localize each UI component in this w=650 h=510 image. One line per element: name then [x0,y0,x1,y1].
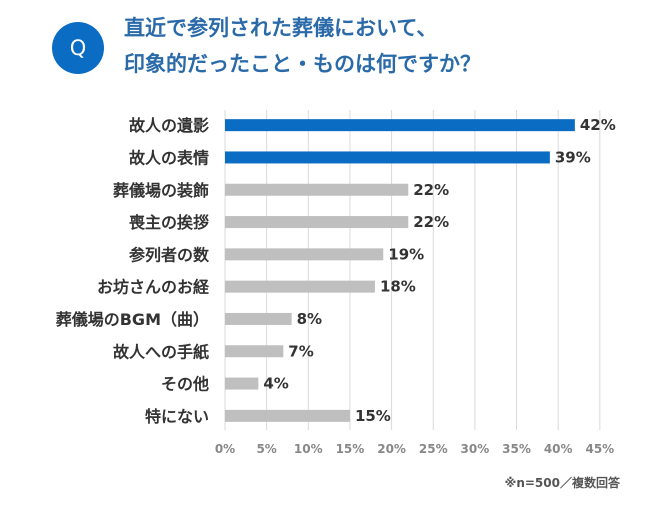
value-label: 22% [413,181,449,199]
x-tick-label: 40% [544,442,573,456]
chart-title: 直近で参列された葬儀において、 印象的だったこと・ものは何ですか？ [124,10,644,82]
bar [225,312,292,325]
value-label: 42% [580,116,616,134]
x-tick-label: 35% [502,442,531,456]
category-label: 特にない [145,407,209,426]
x-tick-label: 30% [461,442,490,456]
x-tick-label: 45% [585,442,614,456]
title-line-1: 直近で参列された葬儀において、 [124,16,438,40]
question-badge: Q [52,22,104,74]
x-tick-label: 20% [377,442,406,456]
category-label: 参列者の数 [129,245,210,264]
category-label: 喪主の挨拶 [129,213,209,232]
bar [225,409,350,422]
x-tick-label: 25% [419,442,448,456]
title-line-2: 印象的だったこと・ものは何ですか？ [124,52,481,76]
value-label: 4% [263,375,288,393]
value-label: 8% [297,310,322,328]
value-label: 7% [288,342,313,360]
bar [225,377,259,390]
x-tick-label: 0% [215,442,235,456]
category-label: その他 [161,375,209,394]
bar [225,216,409,229]
bar [225,183,409,196]
value-label: 22% [413,213,449,231]
value-label: 15% [355,407,391,425]
category-label: 葬儀場のBGM（曲） [56,310,209,329]
value-label: 18% [380,278,416,296]
bar [225,248,384,261]
bar [225,345,284,358]
category-label: 故人への手紙 [113,342,209,361]
category-label: 故人の遺影 [129,116,209,135]
category-label: 葬儀場の装飾 [113,181,209,200]
bar [225,280,375,293]
bar [225,151,550,164]
x-tick-label: 5% [256,442,276,456]
category-label: 故人の表情 [129,148,209,167]
bar [225,119,575,132]
value-label: 39% [555,148,591,166]
sample-size-note: ※n=500／複数回答 [504,476,620,490]
x-tick-label: 10% [294,442,323,456]
x-tick-label: 15% [336,442,365,456]
category-label: お坊さんのお経 [97,278,210,297]
value-label: 19% [388,245,424,263]
